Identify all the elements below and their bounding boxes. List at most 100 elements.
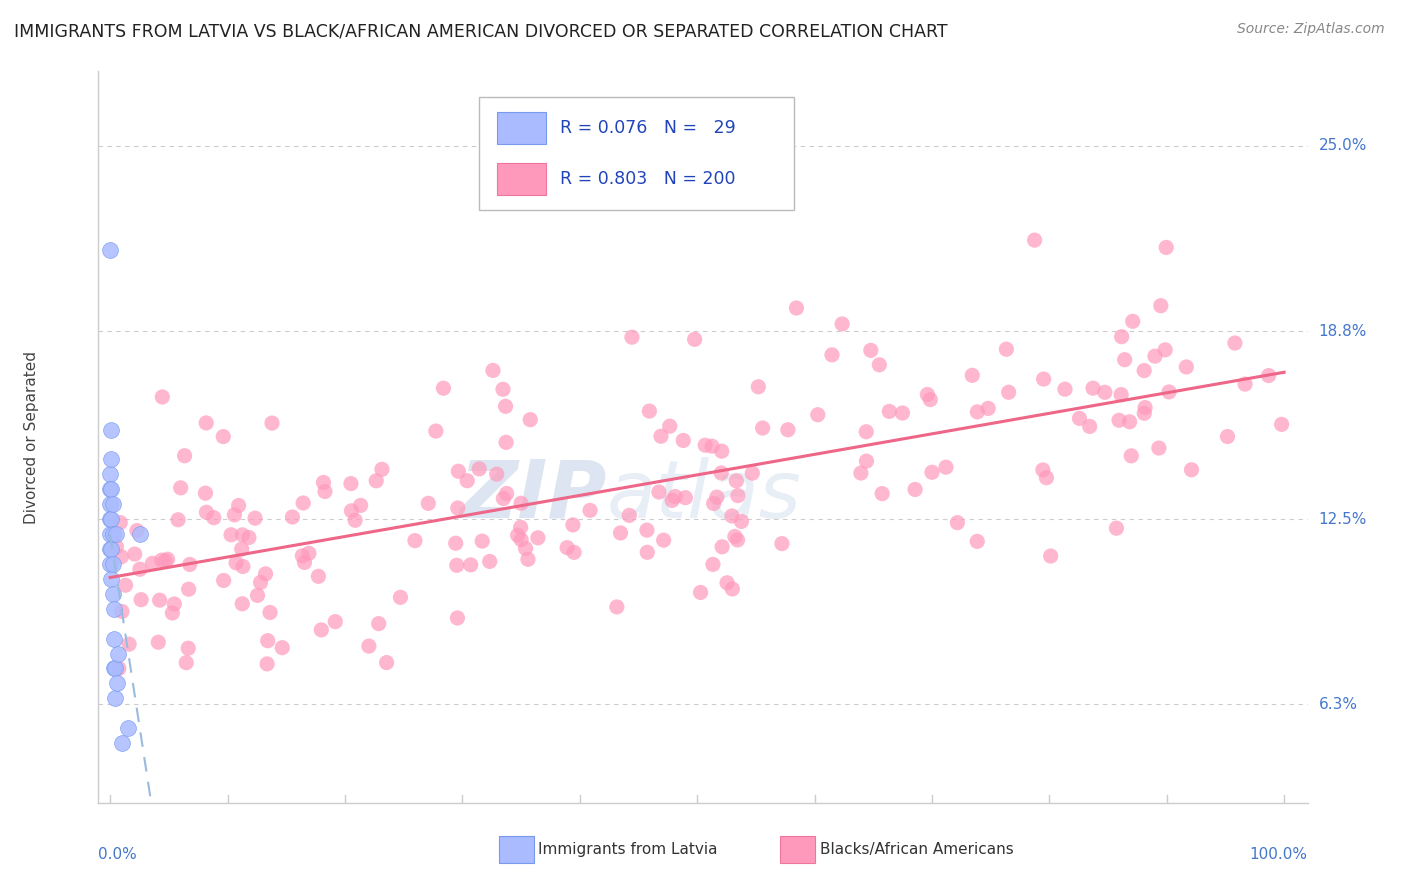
Point [1094,385,1116,400]
Point [389,591,412,605]
Point [579,503,602,517]
Point [100,512,122,526]
Point [212,429,235,443]
Point [620,330,643,344]
Point [1024,233,1046,247]
Point [367,616,389,631]
Point [195,416,218,430]
Point [879,404,901,418]
Point [366,474,388,488]
Point [103,601,125,615]
Point [98,483,121,497]
Point [673,491,696,505]
Text: 100.0%: 100.0% [1250,847,1308,862]
Point [710,466,733,480]
FancyBboxPatch shape [479,97,793,211]
Point [921,465,943,479]
Point [111,605,134,619]
Point [254,566,277,581]
Point [179,558,201,572]
Point [1081,381,1104,395]
Point [231,597,253,611]
Point [173,449,195,463]
Point [966,534,988,549]
Point [259,606,281,620]
Point [129,592,152,607]
Point [870,486,893,500]
Text: 18.8%: 18.8% [1319,324,1367,339]
Point [447,501,470,516]
Point [281,510,304,524]
Point [104,661,127,675]
Point [727,533,749,547]
Point [224,508,246,522]
Point [468,462,491,476]
Point [194,486,217,500]
Point [658,419,681,434]
Point [98,557,121,571]
Point [460,558,482,572]
Point [1223,336,1246,351]
Point [219,528,242,542]
Point [1109,387,1132,401]
Point [652,533,675,548]
Point [1180,463,1202,477]
Point [375,656,398,670]
Point [725,474,748,488]
Point [721,508,744,523]
Point [349,499,371,513]
Point [1111,329,1133,343]
Point [1032,372,1054,386]
Point [747,380,769,394]
Point [101,497,124,511]
Point [609,526,631,541]
Point [661,493,683,508]
Point [1234,377,1257,392]
Point [1257,368,1279,383]
Point [128,527,150,541]
Point [256,657,278,671]
Point [231,528,253,542]
Point [478,554,501,568]
Point [920,392,942,407]
Point [855,425,877,439]
Text: 12.5%: 12.5% [1319,512,1367,526]
Point [177,641,200,656]
Point [1147,441,1170,455]
Text: R = 0.803   N = 200: R = 0.803 N = 200 [561,169,735,188]
Point [506,528,529,542]
Point [256,633,278,648]
Point [702,558,724,572]
Point [456,474,478,488]
Text: atlas: atlas [606,457,801,534]
Text: ZIP: ZIP [458,457,606,534]
Point [195,505,218,519]
Point [212,574,235,588]
Point [141,557,163,571]
Point [606,599,628,614]
Point [776,423,799,437]
Point [125,524,148,538]
Point [716,575,738,590]
Point [202,510,225,524]
Point [238,531,260,545]
Point [1108,413,1130,427]
Point [107,647,129,661]
Text: R = 0.076   N =   29: R = 0.076 N = 29 [561,119,737,136]
Point [555,541,578,555]
Point [446,558,468,573]
Point [100,452,122,467]
Point [444,536,467,550]
Point [1175,359,1198,374]
Point [966,405,988,419]
Point [103,661,125,675]
Point [1271,417,1294,432]
Point [946,516,969,530]
Text: Source: ZipAtlas.com: Source: ZipAtlas.com [1237,22,1385,37]
Point [485,467,508,482]
Point [1114,352,1136,367]
Point [1032,463,1054,477]
Point [323,615,346,629]
Text: 25.0%: 25.0% [1319,138,1367,153]
Point [1069,411,1091,425]
